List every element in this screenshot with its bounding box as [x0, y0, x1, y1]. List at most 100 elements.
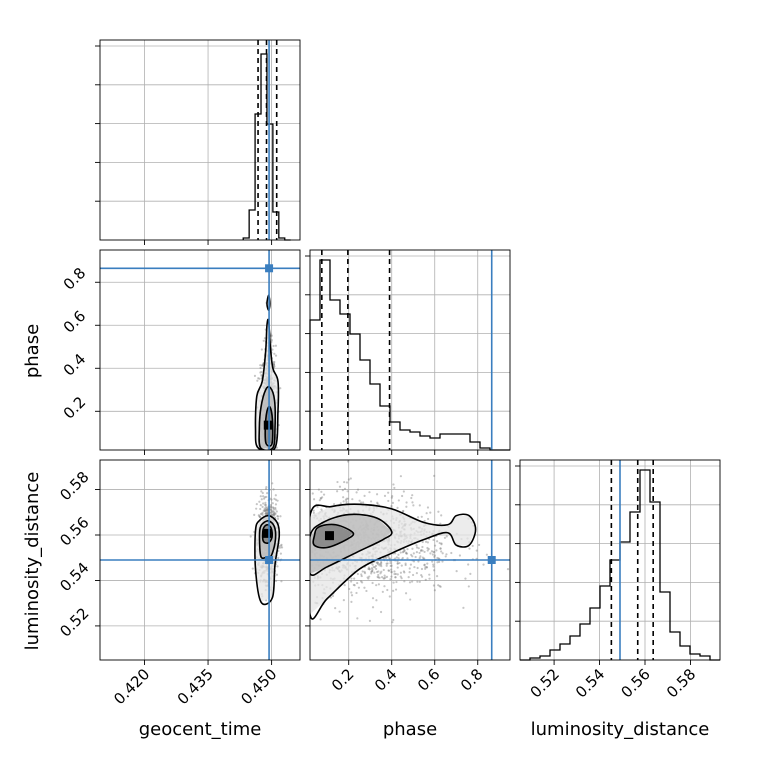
x-axis-labels: geocent_time phase luminosity_distance — [139, 719, 710, 740]
sample-point — [423, 563, 426, 567]
sample-point — [334, 607, 337, 610]
sample-point — [391, 621, 394, 624]
sample-point — [264, 510, 267, 513]
sample-point — [390, 570, 393, 573]
sample-point — [265, 509, 268, 512]
sample-point — [436, 540, 439, 543]
sample-point — [280, 580, 283, 583]
sample-point — [318, 499, 321, 502]
sample-point — [435, 549, 438, 552]
sample-point — [415, 544, 418, 547]
sample-point — [360, 574, 363, 578]
sample-point — [381, 590, 384, 593]
sample-point — [259, 513, 263, 516]
sample-point — [265, 512, 268, 515]
sample-point — [382, 568, 385, 572]
sample-point — [258, 500, 261, 503]
sample-point — [339, 502, 342, 505]
contour-middle — [258, 385, 276, 450]
x-tick-label-geocent_time: 0.435 — [174, 665, 217, 708]
sample-point — [426, 506, 430, 509]
sample-point — [386, 562, 389, 565]
sample-point — [363, 572, 367, 575]
xlabel-luminosity-distance: luminosity_distance — [531, 719, 710, 740]
x-tick-label-geocent_time: 0.420 — [110, 665, 153, 708]
sample-point — [263, 507, 266, 510]
sample-point — [413, 565, 416, 569]
sample-point — [424, 566, 427, 569]
sample-point — [266, 506, 269, 509]
sample-point — [375, 599, 378, 602]
sample-point — [426, 549, 429, 552]
sample-point — [256, 379, 259, 382]
sample-point — [346, 497, 350, 500]
sample-point — [356, 572, 359, 576]
sample-point — [431, 553, 434, 556]
density-peak — [262, 528, 272, 538]
sample-point — [395, 556, 398, 559]
sample-point — [407, 576, 410, 579]
panel-bg — [100, 40, 300, 240]
sample-point — [352, 583, 355, 587]
sample-point — [319, 618, 322, 621]
sample-point — [369, 500, 373, 503]
sample-point — [387, 499, 390, 503]
sample-point — [264, 512, 267, 515]
ylabel-phase: phase — [22, 324, 43, 378]
sample-point — [261, 363, 265, 366]
sample-point — [272, 514, 276, 517]
xlabel-phase: phase — [383, 719, 437, 740]
sample-point — [277, 556, 280, 559]
sample-point — [355, 491, 358, 494]
sample-point — [477, 543, 481, 547]
sample-point — [426, 541, 429, 544]
truth-marker — [265, 556, 274, 564]
x-tick-label-phase: 0.6 — [414, 665, 444, 695]
sample-point — [430, 550, 433, 553]
contour-inner — [261, 523, 274, 544]
sample-point — [380, 562, 383, 565]
sample-point — [274, 503, 278, 506]
x-tick-label-luminosity_distance: 0.54 — [572, 665, 608, 701]
sample-point — [270, 498, 273, 501]
sample-point — [343, 584, 346, 587]
sample-point — [377, 576, 380, 579]
sample-point — [272, 344, 275, 348]
sample-point — [253, 374, 257, 377]
sample-point — [272, 363, 276, 366]
sample-point — [399, 475, 402, 478]
sample-point — [439, 547, 442, 550]
sample-point — [367, 567, 370, 571]
sample-point — [443, 536, 447, 539]
sample-point — [259, 507, 262, 511]
sample-point — [356, 617, 359, 620]
sample-point — [367, 577, 370, 580]
sample-point — [396, 506, 399, 509]
sample-point — [368, 491, 371, 494]
sample-point — [382, 557, 385, 560]
sample-point — [336, 490, 339, 493]
sample-point — [260, 498, 263, 501]
sample-point — [467, 585, 470, 588]
sample-point — [372, 565, 375, 569]
y-tick-label-luminosity_distance: 0.56 — [56, 513, 92, 549]
sample-point — [257, 377, 260, 380]
sample-point — [261, 364, 264, 367]
sample-point — [274, 506, 277, 510]
scatter-panel-geocent_time-vs-luminosity_distance — [99, 459, 301, 661]
sample-point — [319, 496, 322, 500]
sample-point — [363, 586, 366, 589]
sample-point — [338, 485, 342, 488]
sample-point — [260, 512, 263, 515]
sample-point — [390, 564, 393, 567]
sample-point — [345, 497, 348, 500]
sample-point — [343, 480, 346, 484]
sample-point — [317, 488, 320, 491]
sample-point — [258, 377, 261, 380]
sample-point — [350, 594, 354, 597]
sample-point — [275, 573, 279, 576]
sample-point — [279, 515, 282, 518]
sample-point — [272, 488, 275, 491]
sample-point — [345, 500, 348, 503]
